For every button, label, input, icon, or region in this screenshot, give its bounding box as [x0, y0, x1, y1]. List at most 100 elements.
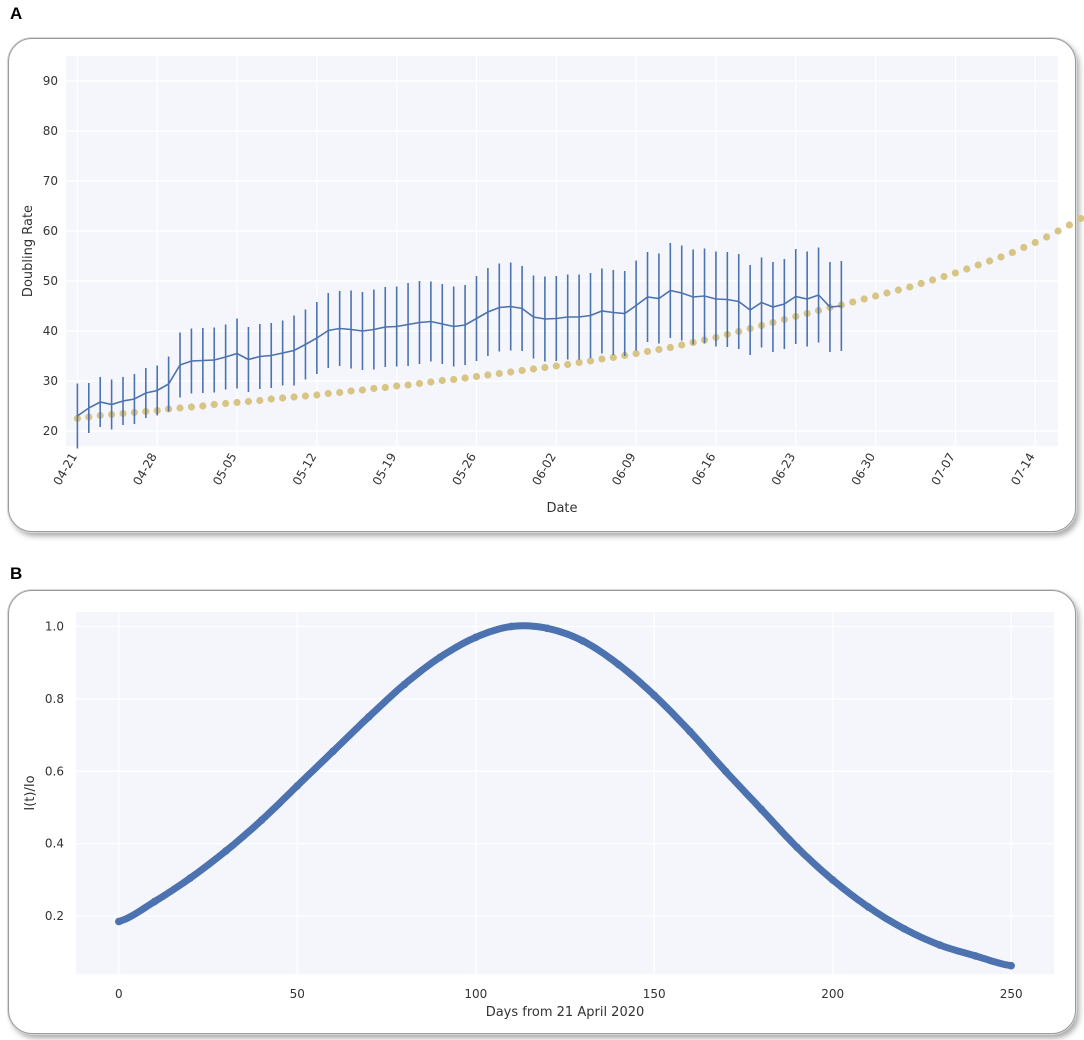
- y-tick-label: 30: [43, 374, 58, 388]
- projection-point: [1020, 243, 1028, 252]
- projection-point: [267, 395, 275, 403]
- y-tick-label: 0.4: [45, 837, 64, 851]
- projection-point: [472, 372, 481, 381]
- projection-point: [860, 295, 868, 303]
- data-point: [400, 680, 409, 689]
- data-point: [186, 874, 195, 882]
- y-tick-label: 40: [43, 324, 58, 338]
- projection-point: [655, 345, 663, 354]
- data-point: [579, 637, 587, 645]
- projection-point: [940, 272, 948, 281]
- projection-point: [1054, 227, 1062, 235]
- y-tick-label: 70: [43, 174, 58, 188]
- projection-point: [484, 371, 492, 379]
- data-point: [257, 816, 266, 824]
- data-point: [864, 903, 873, 911]
- projection-point: [222, 399, 230, 408]
- plot-area: [76, 612, 1054, 974]
- projection-point: [849, 298, 857, 306]
- data-point: [293, 781, 302, 790]
- projection-point: [176, 404, 184, 412]
- data-point: [828, 876, 837, 884]
- projection-point: [871, 292, 880, 300]
- projection-point: [461, 374, 469, 382]
- x-tick-label: 250: [1000, 987, 1023, 1001]
- projection-point: [358, 386, 367, 394]
- projection-point: [518, 366, 526, 375]
- data-point: [471, 633, 480, 642]
- projection-point: [586, 357, 595, 365]
- projection-point: [370, 384, 378, 393]
- y-tick-label: 90: [43, 74, 58, 88]
- projection-point: [575, 358, 583, 367]
- projection-point: [187, 403, 196, 411]
- y-axis-label: Doubling Rate: [21, 205, 36, 297]
- projection-point: [301, 392, 310, 400]
- projection-point: [928, 276, 937, 284]
- y-tick-label: 0.2: [45, 909, 64, 923]
- data-point: [436, 653, 444, 662]
- data-point: [721, 767, 730, 776]
- projection-point: [507, 368, 515, 376]
- projection-point: [564, 360, 572, 369]
- projection-point: [632, 349, 640, 358]
- projection-point: [678, 341, 686, 349]
- projection-point: [324, 389, 332, 398]
- projection-point: [256, 396, 264, 405]
- projection-point: [598, 355, 606, 363]
- projection-point: [290, 393, 298, 401]
- projection-point: [609, 353, 617, 362]
- data-point: [543, 624, 551, 633]
- projection-point: [917, 279, 925, 288]
- projection-point: [1031, 238, 1039, 247]
- projection-point: [666, 343, 674, 352]
- data-point: [935, 941, 944, 949]
- projection-point: [199, 402, 207, 410]
- x-tick-label: 100: [464, 987, 487, 1001]
- x-tick-label: 200: [821, 987, 844, 1001]
- projection-point: [963, 265, 971, 273]
- projection-point: [415, 379, 424, 388]
- projection-point: [529, 365, 538, 373]
- projection-point: [427, 378, 435, 386]
- y-axis-label: I(t)/Io: [23, 775, 38, 810]
- x-tick-label: 0: [115, 987, 123, 1001]
- projection-point: [552, 362, 560, 370]
- projection-point: [495, 369, 503, 378]
- projection-point: [1008, 248, 1016, 257]
- x-tick-label: 150: [643, 987, 666, 1001]
- panel-label-b: B: [10, 564, 23, 583]
- data-point: [150, 897, 159, 906]
- projection-point: [210, 400, 218, 409]
- projection-point: [974, 261, 982, 269]
- y-tick-label: 20: [43, 424, 58, 438]
- x-axis-label: Days from 21 April 2020: [486, 1005, 645, 1020]
- data-point: [793, 843, 801, 852]
- data-point: [971, 952, 980, 960]
- data-point: [757, 805, 766, 814]
- projection-point: [336, 388, 344, 397]
- data-point: [364, 713, 373, 721]
- projection-point: [883, 289, 891, 297]
- x-tick-label: 50: [290, 987, 305, 1001]
- projection-point: [381, 383, 389, 392]
- projection-point: [404, 381, 412, 389]
- data-point: [507, 622, 516, 631]
- panel-label-a: A: [10, 4, 23, 23]
- x-axis-label: Date: [546, 501, 577, 516]
- data-point: [1007, 961, 1015, 970]
- projection-point: [951, 269, 959, 277]
- projection-point: [1042, 233, 1051, 241]
- projection-point: [233, 398, 241, 407]
- projection-point: [393, 382, 401, 390]
- projection-point: [279, 394, 287, 402]
- projection-point: [438, 376, 446, 385]
- data-point: [329, 747, 337, 756]
- data-point: [686, 727, 694, 736]
- data-point: [614, 660, 623, 669]
- data-point: [650, 691, 659, 700]
- projection-point: [313, 391, 321, 399]
- projection-point: [244, 397, 253, 406]
